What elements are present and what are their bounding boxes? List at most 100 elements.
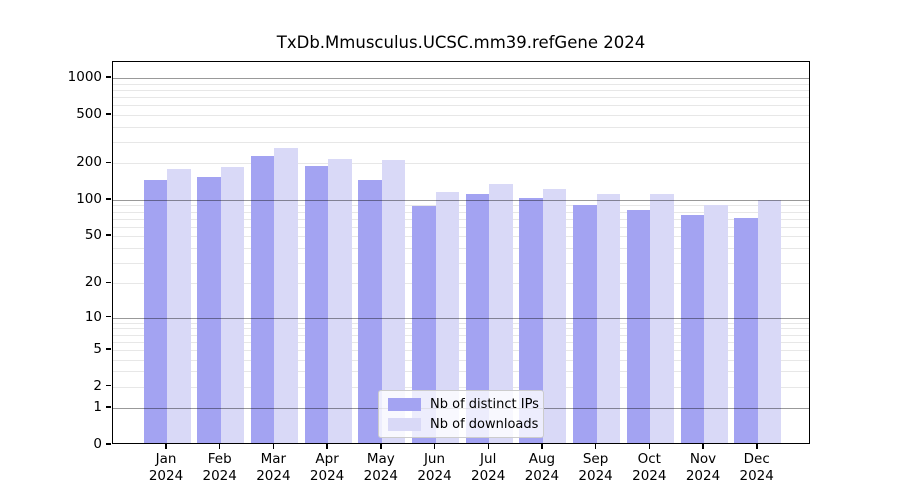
y-tick-label: 1000: [67, 68, 102, 85]
gridline-minor: [113, 205, 809, 207]
bar-downloads-nov: [704, 205, 728, 443]
gridline-major: [113, 317, 809, 319]
y-tick-mark: [106, 113, 111, 115]
y-tick-mark: [106, 315, 111, 318]
chart-title: TxDb.Mmusculus.UCSC.mm39.refGene 2024: [276, 33, 646, 52]
gridline-minor: [113, 322, 809, 324]
gridline-minor: [113, 226, 809, 228]
x-tick-label-year: 2024: [524, 468, 560, 484]
y-tick-label: 2: [93, 377, 102, 394]
bar-downloads-jun: [435, 191, 459, 443]
bar-downloads-mar: [274, 148, 298, 443]
bar-ips-jan: [143, 180, 167, 443]
x-tick-label-month: May: [366, 451, 395, 467]
bar-ips-jun: [412, 206, 436, 443]
bar-downloads-jul: [489, 184, 513, 443]
y-tick-mark: [106, 198, 111, 200]
plot-area: Nb of distinct IPs Nb of downloads: [112, 61, 810, 444]
x-tick-label-year: 2024: [685, 468, 721, 484]
legend-label: Nb of downloads: [430, 416, 539, 432]
y-tick-label: 20: [84, 274, 102, 291]
bar-ips-apr: [304, 166, 329, 443]
y-tick-mark: [106, 443, 111, 445]
y-tick-mark: [106, 281, 111, 283]
bar-ips-mar: [250, 155, 275, 443]
legend: Nb of distinct IPs Nb of downloads: [378, 390, 544, 438]
legend-item-distinct-ips: Nb of distinct IPs: [388, 396, 543, 413]
gridline-minor: [113, 328, 809, 330]
gridline-minor: [113, 341, 809, 343]
bar-ips-aug: [519, 197, 543, 443]
y-tick-label: 50: [84, 227, 102, 244]
x-tick-label-year: 2024: [739, 468, 774, 484]
bar-ips-feb: [197, 177, 221, 443]
legend-swatch-ips: [388, 397, 421, 411]
bar-ips-jul: [465, 193, 490, 443]
gridline-major: [113, 199, 809, 201]
x-tick-mark: [648, 444, 650, 449]
bar-ips-may: [358, 179, 382, 443]
x-tick-label-year: 2024: [363, 468, 398, 484]
bar-downloads-aug: [542, 189, 567, 443]
x-tick-label-year: 2024: [578, 468, 613, 484]
y-tick-label: 10: [84, 308, 102, 325]
gridline-minor: [113, 283, 809, 285]
gridline-minor: [113, 371, 809, 373]
x-tick-label-year: 2024: [202, 468, 237, 484]
x-tick-label-month: Feb: [207, 451, 232, 467]
x-tick-mark: [218, 444, 221, 449]
gridline-minor: [113, 236, 809, 238]
x-tick-label-month: Aug: [528, 451, 556, 467]
gridline-minor: [113, 262, 809, 264]
x-tick-label-year: 2024: [148, 468, 184, 484]
x-tick-label-month: Jun: [423, 451, 446, 467]
bar-ips-nov: [680, 215, 704, 443]
gridline-minor: [113, 163, 809, 165]
bar-ips-sep: [573, 205, 597, 443]
y-tick-mark: [106, 348, 111, 350]
x-tick-mark: [433, 444, 436, 449]
gridline-minor: [113, 105, 809, 106]
gridline-minor: [113, 334, 809, 336]
y-tick-label: 1: [93, 399, 102, 416]
y-tick-mark: [106, 161, 111, 163]
bar-downloads-may: [381, 160, 406, 443]
bar-downloads-oct: [650, 194, 674, 443]
y-tick-mark: [106, 76, 111, 78]
x-tick-label-month: Oct: [637, 451, 661, 467]
x-tick-mark: [594, 444, 597, 449]
x-tick-mark: [165, 444, 167, 449]
legend-swatch-downloads: [388, 417, 421, 431]
x-tick-label-month: Jul: [480, 451, 497, 467]
bar-downloads-dec: [757, 199, 782, 443]
y-tick-mark: [106, 406, 111, 408]
legend-label: Nb of distinct IPs: [430, 396, 539, 412]
x-tick-mark: [380, 444, 382, 449]
x-tick-mark: [272, 444, 275, 449]
y-tick-label: 0: [93, 436, 102, 452]
gridline-minor: [113, 386, 809, 388]
y-tick-label: 500: [76, 105, 102, 122]
bar-ips-dec: [734, 218, 758, 443]
bar-downloads-sep: [596, 193, 621, 443]
y-tick-label: 200: [76, 154, 102, 171]
bar-downloads-feb: [220, 167, 245, 443]
x-tick-label-month: Apr: [315, 451, 339, 467]
x-tick-mark: [326, 444, 328, 449]
x-tick-label-month: Nov: [689, 451, 717, 467]
gridline-minor: [113, 141, 809, 143]
gridline-minor: [113, 96, 809, 98]
x-tick-label-month: Sep: [582, 451, 609, 467]
x-tick-mark: [702, 444, 704, 449]
gridline-minor: [113, 83, 809, 85]
x-tick-label-year: 2024: [256, 468, 291, 484]
x-tick-label-year: 2024: [417, 468, 452, 484]
gridline-major: [113, 77, 809, 79]
y-tick-mark: [106, 384, 111, 387]
x-tick-label-month: Dec: [743, 451, 770, 467]
gridline-minor: [113, 126, 809, 128]
gridline-minor: [113, 114, 809, 116]
gridline-minor: [113, 247, 809, 249]
x-tick-label-year: 2024: [309, 468, 345, 484]
